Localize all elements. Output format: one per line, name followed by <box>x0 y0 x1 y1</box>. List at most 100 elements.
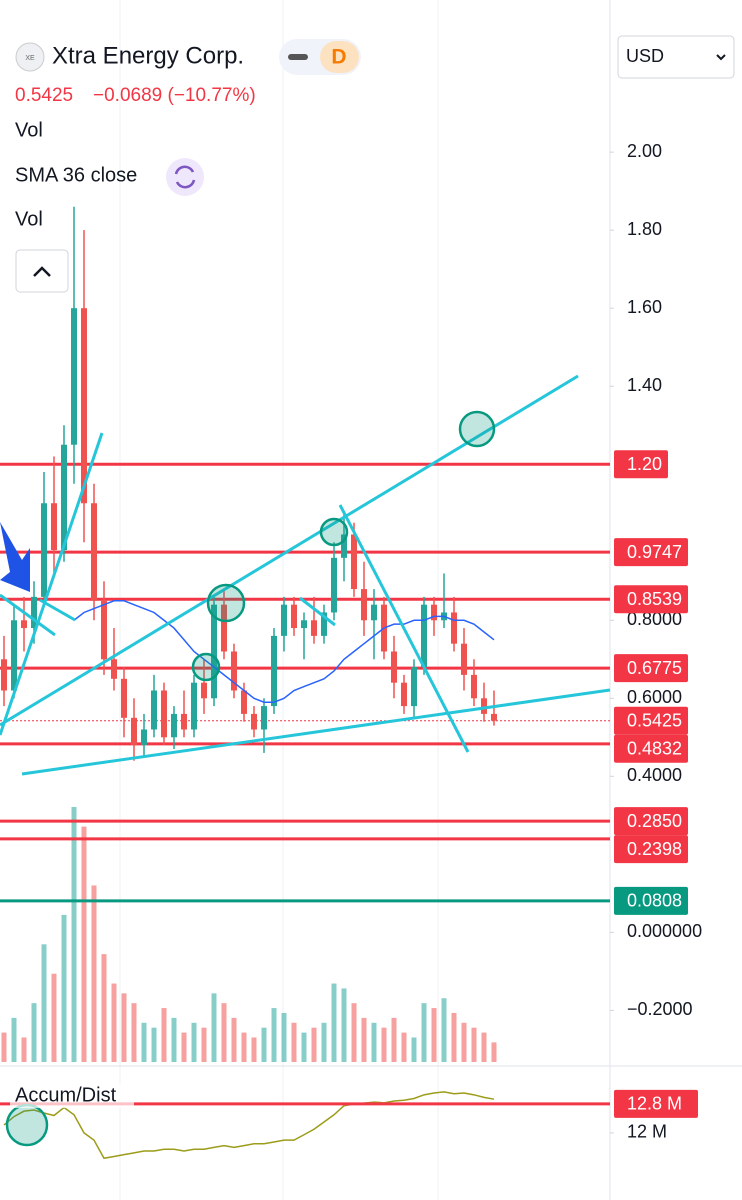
volume-bar <box>261 1027 267 1062</box>
candle-body <box>151 690 157 730</box>
candle-body <box>341 534 347 558</box>
candle-body <box>281 604 287 636</box>
level-label: 0.9747 <box>627 542 682 562</box>
logo-text: XE <box>25 55 35 62</box>
arrow <box>0 522 30 592</box>
volume-bar <box>491 1042 497 1062</box>
candle-body <box>171 713 177 738</box>
volume-bar <box>301 1032 307 1062</box>
volume-bar <box>341 988 347 1062</box>
candle-body <box>101 600 107 660</box>
level-label: 0.2398 <box>627 839 682 859</box>
candle-body <box>131 717 137 746</box>
candle-body <box>91 503 97 601</box>
refresh-icon <box>174 165 196 189</box>
currency-select[interactable] <box>617 35 735 79</box>
y-tick-label: −0.2000 <box>627 999 693 1019</box>
level-label-bg <box>614 450 668 479</box>
volume-bar <box>111 983 117 1062</box>
ad-name: Accum/Dist <box>15 1084 117 1106</box>
volume-bar <box>291 1022 297 1062</box>
badge-dash <box>288 54 308 60</box>
level-label: 0.2850 <box>627 811 682 831</box>
change: −0.0689 (−10.77%) <box>93 85 256 106</box>
volume-bar <box>431 1008 437 1062</box>
candle-body <box>471 674 477 699</box>
candle-body <box>351 534 357 590</box>
volume-bar <box>221 1003 227 1062</box>
sma-line <box>73 600 495 703</box>
symbol: Xtra Energy Corp. <box>52 42 244 69</box>
level-label-bg <box>614 585 688 614</box>
candle-body <box>181 713 187 730</box>
refresh-button[interactable] <box>166 158 204 196</box>
candle-body <box>141 729 147 746</box>
candle-body <box>431 604 437 621</box>
y-tick-label: 1.80 <box>627 219 662 239</box>
volume-bar <box>361 1017 367 1062</box>
drawings <box>0 374 611 776</box>
level-label-bg <box>614 654 688 683</box>
candle-body <box>111 659 117 679</box>
ad-last-label: 12.8 M <box>627 1094 682 1114</box>
candle-body <box>41 503 47 597</box>
candle-body <box>251 713 257 730</box>
candle-body <box>371 604 377 621</box>
indicator: Vol <box>15 208 43 230</box>
candle-body <box>31 596 37 629</box>
level-label: 0.5425 <box>627 710 682 730</box>
volume-bar <box>181 1032 187 1062</box>
volume-bar <box>381 1027 387 1062</box>
candle-body <box>51 503 57 551</box>
candle-body <box>191 682 197 730</box>
y-tick-label: 12 M <box>627 1122 667 1142</box>
volume-bar <box>411 1037 417 1062</box>
volume-bar <box>151 1027 157 1062</box>
volume-bar <box>451 1012 457 1062</box>
y-tick-label: 1.60 <box>627 297 662 317</box>
y-tick-label: 2.00 <box>627 141 662 161</box>
candle-body <box>201 682 207 699</box>
candle-body <box>411 667 417 707</box>
volume-bar <box>71 807 77 1062</box>
level-label-bg <box>614 807 688 836</box>
collapse-button[interactable] <box>15 249 69 293</box>
select-arrow <box>716 54 726 61</box>
volume-bar <box>81 826 87 1062</box>
candle-body <box>261 706 267 730</box>
candle-body <box>121 678 127 718</box>
volume-bar <box>41 944 47 1062</box>
circles <box>5 410 496 1147</box>
candle-body <box>401 682 407 707</box>
volume-bar <box>441 998 447 1062</box>
candle-body <box>1 659 7 691</box>
volume-bar <box>391 1017 397 1062</box>
volume-bar <box>211 993 217 1062</box>
candle-body <box>461 643 467 675</box>
level-label-bg <box>614 538 688 567</box>
volume-bar <box>401 1032 407 1062</box>
logo <box>15 42 45 72</box>
interval: D <box>331 46 346 69</box>
indicator: Vol <box>15 119 43 141</box>
volume-bar <box>311 1027 317 1062</box>
candle-body <box>391 651 397 683</box>
indicator: SMA 36 close <box>15 164 137 186</box>
price: 0.5425 <box>15 85 73 106</box>
level-label-bg <box>614 706 688 735</box>
candle-body <box>211 604 217 699</box>
volume-bar <box>421 1003 427 1062</box>
volume-bar <box>31 1003 37 1062</box>
candle-body <box>451 612 457 644</box>
volume-bar <box>191 1022 197 1062</box>
level-label: 0.6775 <box>627 658 682 678</box>
volume-bar <box>11 1017 17 1062</box>
volume-bar <box>241 1032 247 1062</box>
volume-bar <box>201 1027 207 1062</box>
candle-body <box>491 713 497 721</box>
candle-body <box>61 444 67 551</box>
volume-bar <box>131 1003 137 1062</box>
ad-line <box>3 1091 495 1160</box>
